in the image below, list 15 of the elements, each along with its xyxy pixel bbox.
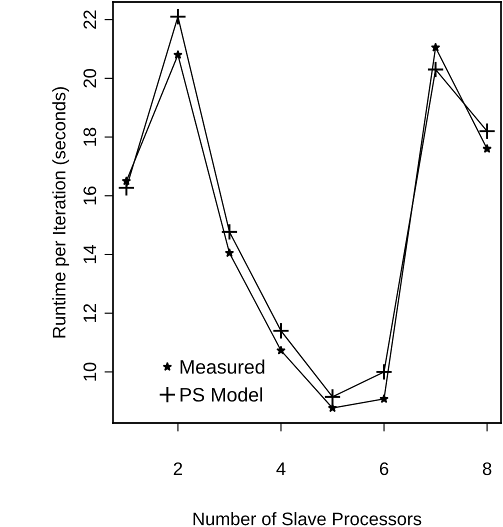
y-tick-label: 18 — [83, 128, 96, 146]
x-tick-label: 4 — [276, 462, 286, 475]
x-tick-label: 2 — [174, 462, 182, 475]
y-tick-label: 16 — [83, 186, 96, 204]
y-tick-label: 22 — [83, 10, 96, 29]
y-axis-title: Runtime per Iteration (seconds) — [52, 87, 70, 338]
y-tick-label: 12 — [83, 304, 96, 322]
legend-label: PS Model — [180, 387, 262, 402]
x-tick-label: 8 — [482, 462, 492, 476]
y-tick-label: 10 — [83, 362, 96, 381]
y-tick-label: 20 — [83, 68, 96, 88]
legend-label: Measured — [180, 360, 264, 374]
y-tick-label: 14 — [84, 244, 96, 264]
x-tick-label: 6 — [380, 462, 388, 476]
x-axis-title: Number of Slave Processors — [194, 512, 422, 526]
